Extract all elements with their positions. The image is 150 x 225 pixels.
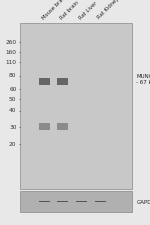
FancyBboxPatch shape [20,191,132,212]
FancyBboxPatch shape [76,201,87,202]
Text: 20: 20 [9,142,16,146]
FancyBboxPatch shape [57,78,68,85]
FancyBboxPatch shape [39,123,50,130]
FancyBboxPatch shape [20,22,132,189]
Text: Rat Liver: Rat Liver [78,0,98,20]
FancyBboxPatch shape [57,123,68,130]
Text: GAPDH: GAPDH [136,200,150,205]
Text: 260: 260 [5,40,16,45]
FancyBboxPatch shape [57,201,68,202]
Text: 80: 80 [9,73,16,78]
Text: 30: 30 [9,125,16,130]
Text: MUNC18
- 67 kDa: MUNC18 - 67 kDa [136,74,150,85]
Text: Mouse brain: Mouse brain [41,0,67,20]
Text: 160: 160 [6,50,16,55]
FancyBboxPatch shape [39,201,50,202]
Text: 60: 60 [9,87,16,92]
FancyBboxPatch shape [95,201,106,202]
Text: 110: 110 [6,60,16,65]
Text: 50: 50 [9,97,16,102]
FancyBboxPatch shape [39,78,50,85]
Text: Rat Kidney: Rat Kidney [97,0,121,20]
Text: Rat brain: Rat brain [59,0,79,20]
Text: 40: 40 [9,108,16,113]
